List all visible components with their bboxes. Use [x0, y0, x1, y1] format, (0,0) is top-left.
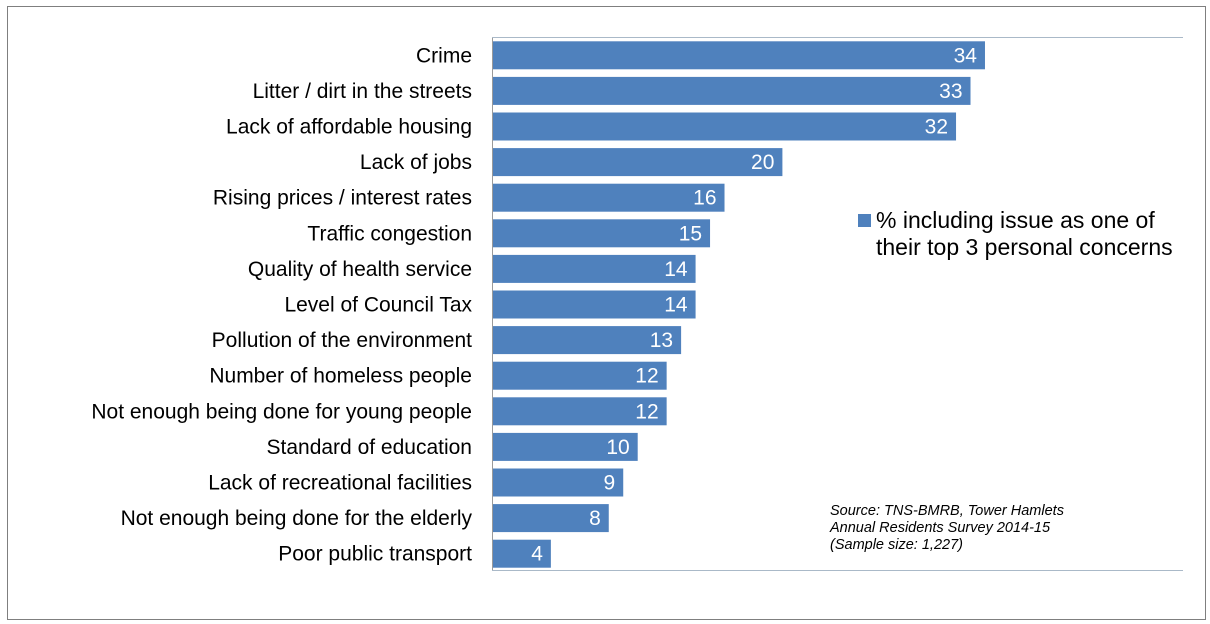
bar-value-label: 14 — [664, 258, 688, 281]
bar-value-label: 20 — [751, 151, 774, 174]
bar — [493, 504, 609, 533]
category-label: Rising prices / interest rates — [213, 187, 472, 210]
bar-value-label: 16 — [693, 187, 716, 210]
category-label: Traffic congestion — [307, 222, 472, 245]
plot-lines — [492, 37, 1183, 571]
bar-value-label: 12 — [635, 400, 658, 423]
category-label: Lack of jobs — [360, 151, 472, 174]
source-line-1: Source: TNS-BMRB, Tower Hamlets — [830, 503, 1064, 519]
category-labels: Crime Litter / dirt in the streets Lack of… — [91, 44, 472, 565]
bar — [493, 254, 696, 283]
bar — [493, 219, 711, 248]
bar-value-label: 32 — [925, 116, 948, 139]
source-line-2: Annual Residents Survey 2014-15 — [830, 520, 1051, 536]
category-label: Level of Council Tax — [284, 294, 472, 317]
category-label: Standard of education — [267, 436, 473, 459]
bar — [493, 361, 667, 390]
bar-value-label: 4 — [531, 543, 543, 566]
bar-value-label: 13 — [650, 329, 673, 352]
bar — [493, 432, 638, 461]
bar — [493, 539, 551, 568]
bar — [493, 148, 783, 177]
bar-value-label: 9 — [604, 472, 616, 495]
bar — [493, 468, 624, 497]
category-label: Litter / dirt in the streets — [253, 80, 472, 103]
bar-value-label: 14 — [664, 294, 688, 317]
category-label: Number of homeless people — [209, 365, 472, 388]
bar — [493, 397, 667, 426]
data-labels: 34 33 32 20 16 15 14 14 13 12 12 10 98 4 — [531, 44, 977, 565]
bar — [493, 326, 682, 355]
category-label: Not enough being done for young people — [91, 400, 472, 423]
category-label: Lack of affordable housing — [226, 116, 472, 139]
bar-value-label: 33 — [939, 80, 962, 103]
bar-value-label: 10 — [606, 436, 629, 459]
bar-value-label: 12 — [635, 365, 658, 388]
bar — [493, 183, 725, 212]
bar — [493, 41, 985, 70]
category-label: Poor public transport — [278, 543, 472, 566]
bar — [493, 290, 696, 319]
source-line-3: (Sample size: 1,227) — [830, 537, 963, 553]
bar-value-label: 34 — [954, 44, 978, 67]
bar-value-label: 15 — [679, 222, 702, 245]
bar — [493, 76, 971, 105]
category-label: Not enough being done for the elderly — [121, 507, 473, 530]
bar-value-label: 8 — [589, 507, 601, 530]
bar — [493, 112, 957, 141]
legend-label: % including issue as one of their top 3 … — [876, 207, 1173, 260]
category-label: Crime — [416, 44, 472, 67]
source-note: Source: TNS-BMRB, Tower Hamlets Annual R… — [830, 503, 1090, 554]
category-label: Lack of recreational facilities — [208, 472, 472, 495]
legend: % including issue as one of their top 3 … — [858, 207, 1188, 261]
legend-swatch — [858, 214, 871, 227]
category-label: Quality of health service — [248, 258, 472, 281]
bars — [493, 41, 985, 568]
category-label: Pollution of the environment — [212, 329, 472, 352]
